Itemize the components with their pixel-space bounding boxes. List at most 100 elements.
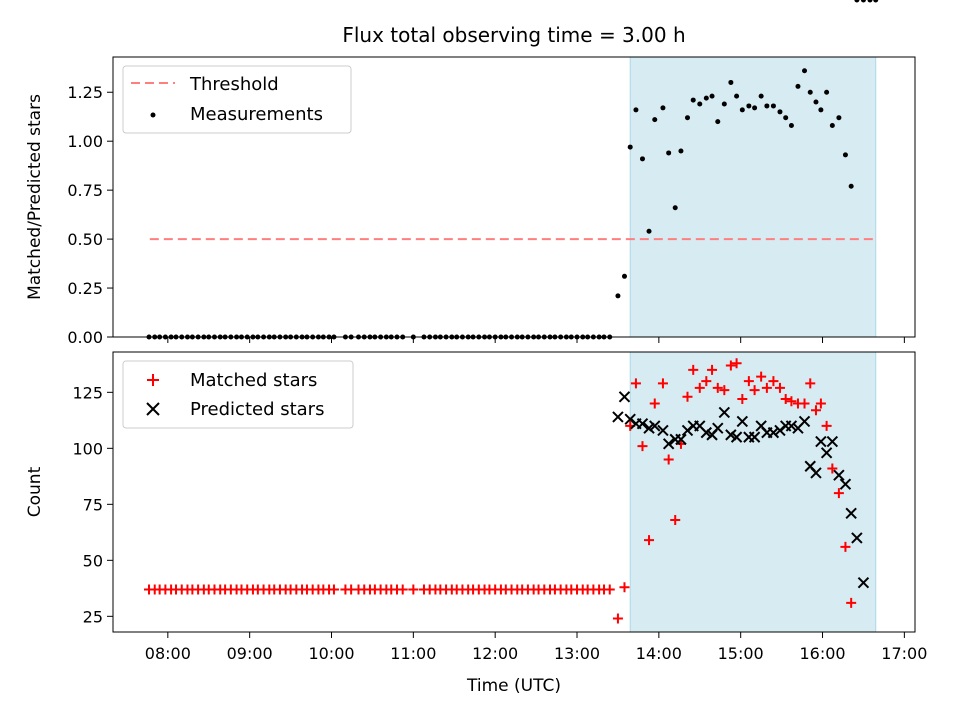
matched-star-point: [799, 398, 810, 409]
y-tick-label: 1.00: [67, 132, 103, 151]
matched-star-point: [768, 376, 779, 387]
predicted-star-point: [618, 391, 631, 403]
x-tick-label: 17:00: [881, 644, 927, 663]
matched-star-point: [619, 582, 630, 593]
matched-star-point: [737, 394, 748, 405]
matched-star-point: [688, 364, 699, 375]
predicted-star-point: [767, 426, 780, 439]
x-tick-label: 11:00: [390, 644, 436, 663]
predicted-star-point: [657, 424, 669, 437]
matched-star-point: [786, 396, 797, 407]
ratio-panel: 0.00 0.25 0.50 0.75 1.00 1.25 Matched/Predict…: [25, 0, 916, 347]
matched-star-point: [749, 385, 760, 396]
measurement-point: [728, 79, 734, 85]
matched-star-point: [756, 371, 767, 382]
measurement-point: [867, 0, 873, 3]
y-tick-label: 0.25: [67, 279, 103, 298]
legend-box: [122, 360, 354, 429]
measurement-point: [646, 228, 652, 234]
predicted-star-point: [736, 415, 749, 428]
matched-star-point: [328, 584, 339, 595]
predicted-star-point: [612, 411, 624, 423]
measurement-point: [824, 89, 830, 95]
predicted-star-point: [839, 478, 852, 490]
count-panel: 25 50 75 100 125 08:00 09:00 10:00 11:00 12:00 13…: [25, 352, 927, 696]
matched-star-point: [833, 488, 844, 499]
matched-star-point: [827, 463, 838, 474]
y-tick-label: 0.50: [67, 230, 103, 249]
observing-span-bottom: [629, 351, 877, 633]
measurement-point: [860, 0, 866, 3]
legend-box: [122, 65, 352, 134]
measurement-point: [788, 123, 794, 129]
matched-star-point: [630, 378, 641, 389]
y-tick-label: 1.25: [67, 83, 103, 102]
count-x-ticks: 08:00 09:00 10:00 11:00 12:00 13:00 14:00 15:00…: [145, 632, 927, 663]
predicted-star-point: [815, 435, 827, 448]
matched-star-point: [670, 515, 681, 525]
predicted-star-point: [718, 406, 731, 419]
matched-star-point: [663, 454, 674, 465]
measurement-point: [746, 103, 752, 109]
measurement-point: [715, 119, 721, 125]
legend-matched-label: Matched stars: [190, 370, 317, 391]
measurement-point: [752, 105, 758, 111]
y-tick-label: 0.00: [67, 328, 103, 347]
count-y-axis-label: Count: [25, 466, 45, 517]
matched-star-point: [694, 382, 705, 393]
measurement-point: [627, 144, 633, 150]
predicted-star-point: [833, 469, 845, 481]
predicted-star-point: [798, 415, 811, 428]
y-tick-label: 75: [83, 495, 103, 514]
chart-title: Flux total observing time = 3.00 h: [342, 23, 685, 47]
measurement-point: [764, 103, 770, 109]
measurement-point: [684, 115, 690, 121]
matched-star-point: [731, 358, 742, 369]
matched-star-point: [612, 613, 623, 624]
measurement-point: [633, 107, 639, 113]
x-tick-label: 16:00: [799, 644, 845, 663]
y-tick-label: 125: [72, 383, 103, 402]
measurement-point: [709, 93, 715, 99]
count-y-ticks: 25 50 75 100 125: [72, 383, 113, 626]
matched-star-point: [408, 584, 419, 595]
predicted-star-point: [730, 431, 743, 443]
measurement-point: [660, 105, 666, 111]
legend-predicted-label: Predicted stars: [190, 399, 324, 420]
count-legend: Matched stars Predicted stars: [122, 360, 354, 429]
x-tick-label: 08:00: [145, 644, 191, 663]
matched-star-point: [637, 441, 648, 452]
y-tick-label: 25: [83, 607, 103, 626]
predicted-star-point: [712, 422, 724, 434]
y-tick-label: 100: [72, 439, 103, 458]
ratio-axes-frame: [112, 56, 916, 338]
matched-star-point: [743, 376, 754, 387]
matched-star-point: [701, 376, 712, 387]
measurement-point: [703, 95, 709, 101]
x-tick-label: 10:00: [308, 644, 354, 663]
ratio-y-ticks: 0.00 0.25 0.50 0.75 1.00 1.25: [67, 83, 113, 347]
measurement-point: [802, 68, 808, 74]
measurement-point: [770, 103, 776, 109]
measurement-point: [873, 0, 879, 3]
measurement-point: [697, 101, 703, 107]
legend-predicted-swatch: [146, 402, 160, 416]
measurement-point: [672, 205, 678, 211]
observing-span-top: [629, 56, 877, 338]
ratio-x-ticks: [167, 337, 905, 343]
x-tick-label: 12:00: [472, 644, 518, 663]
measurement-point: [842, 152, 848, 158]
predicted-star-point: [748, 431, 761, 443]
legend-measurements-swatch: [150, 112, 156, 118]
measurement-point: [615, 293, 621, 299]
matched-star-point: [805, 378, 816, 389]
measurement-point: [666, 150, 672, 156]
ratio-legend: Threshold Measurements: [122, 65, 352, 134]
predicted-stars-points: [612, 391, 870, 589]
measurement-point: [621, 273, 627, 279]
matched-stars-points: [144, 358, 857, 624]
matched-star-point: [682, 391, 693, 402]
measurement-point: [829, 123, 835, 129]
measurement-point: [758, 93, 764, 99]
